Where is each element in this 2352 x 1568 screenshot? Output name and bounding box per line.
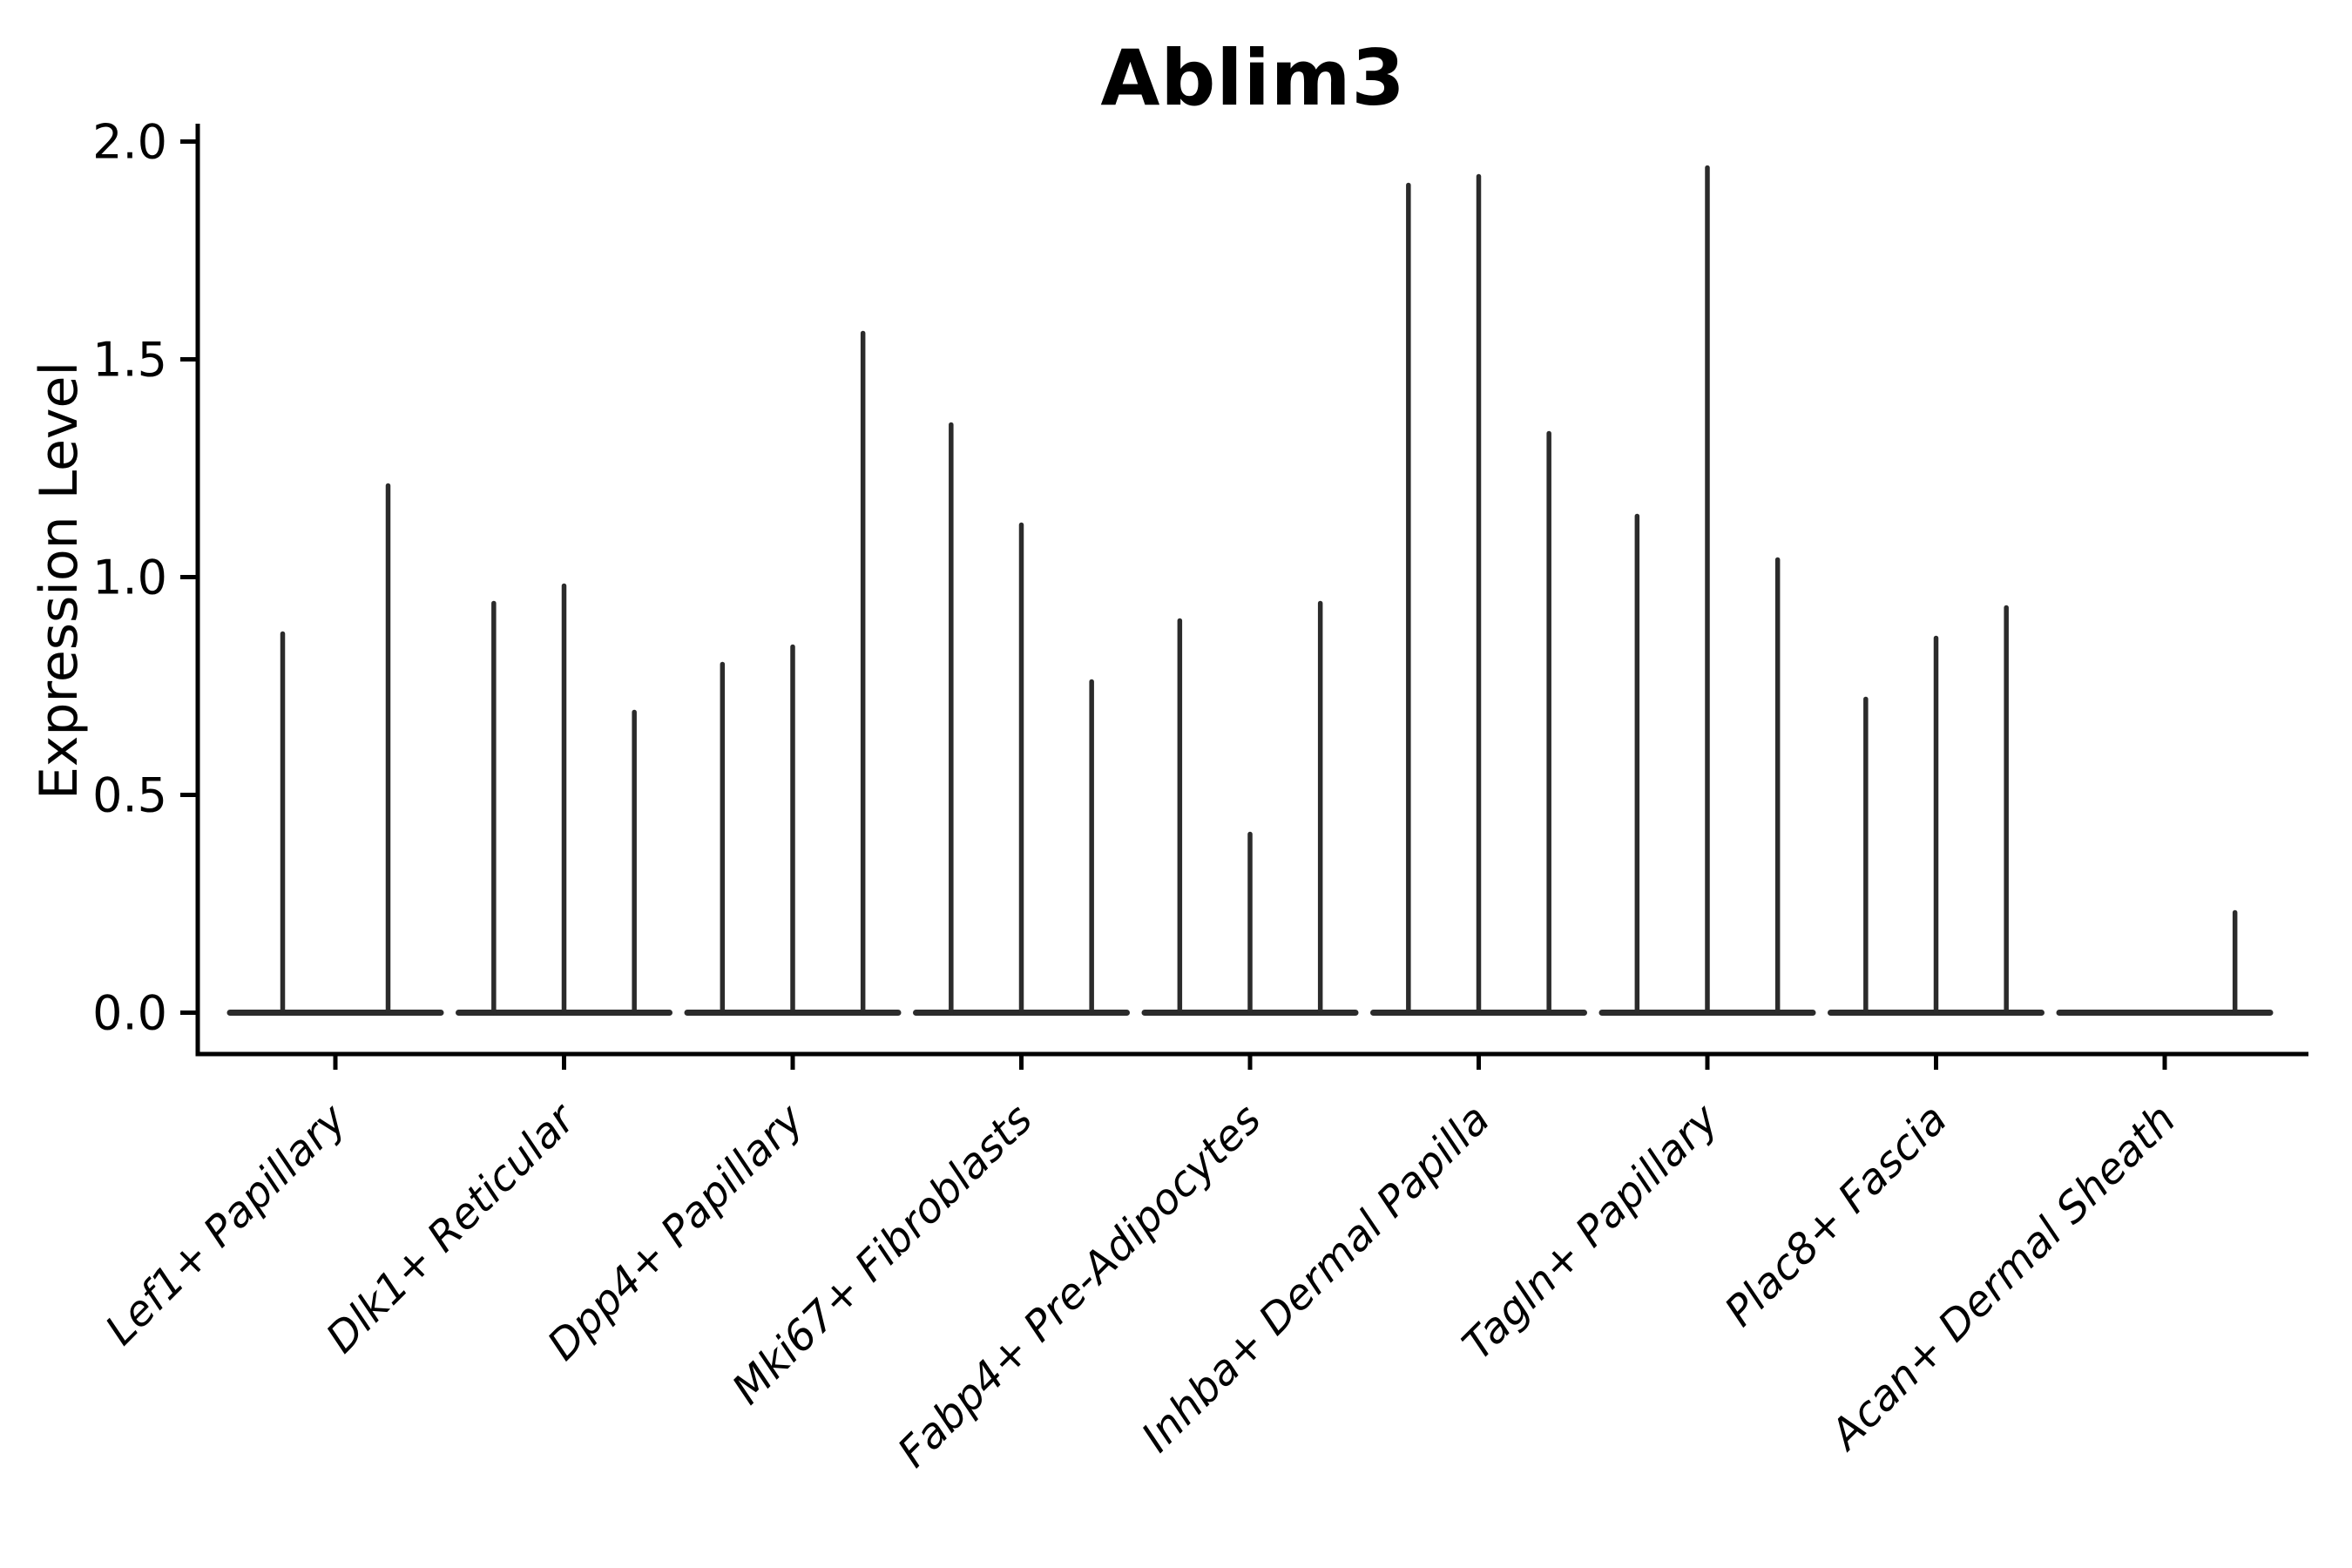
y-tick-label: 1.5	[92, 333, 167, 388]
x-category-label: Fabp4+ Pre-Adipocytes	[889, 1095, 1271, 1477]
y-tick-label: 0.0	[92, 986, 167, 1041]
x-category-label: Lef1+ Papillary	[96, 1094, 356, 1355]
plot-title: Ablim3	[1100, 33, 1406, 123]
x-category-label: Dlk1+ Reticular	[317, 1093, 587, 1363]
y-tick-label: 0.5	[92, 768, 167, 823]
y-tick-label: 2.0	[92, 115, 167, 170]
x-category-label: Dpp4+ Papillary	[538, 1094, 814, 1369]
y-tick-label: 1.0	[92, 551, 167, 605]
x-category-label: Tagln+ Papillary	[1453, 1094, 1728, 1369]
x-category-label: Plac8+ Fascia	[1715, 1095, 1957, 1336]
